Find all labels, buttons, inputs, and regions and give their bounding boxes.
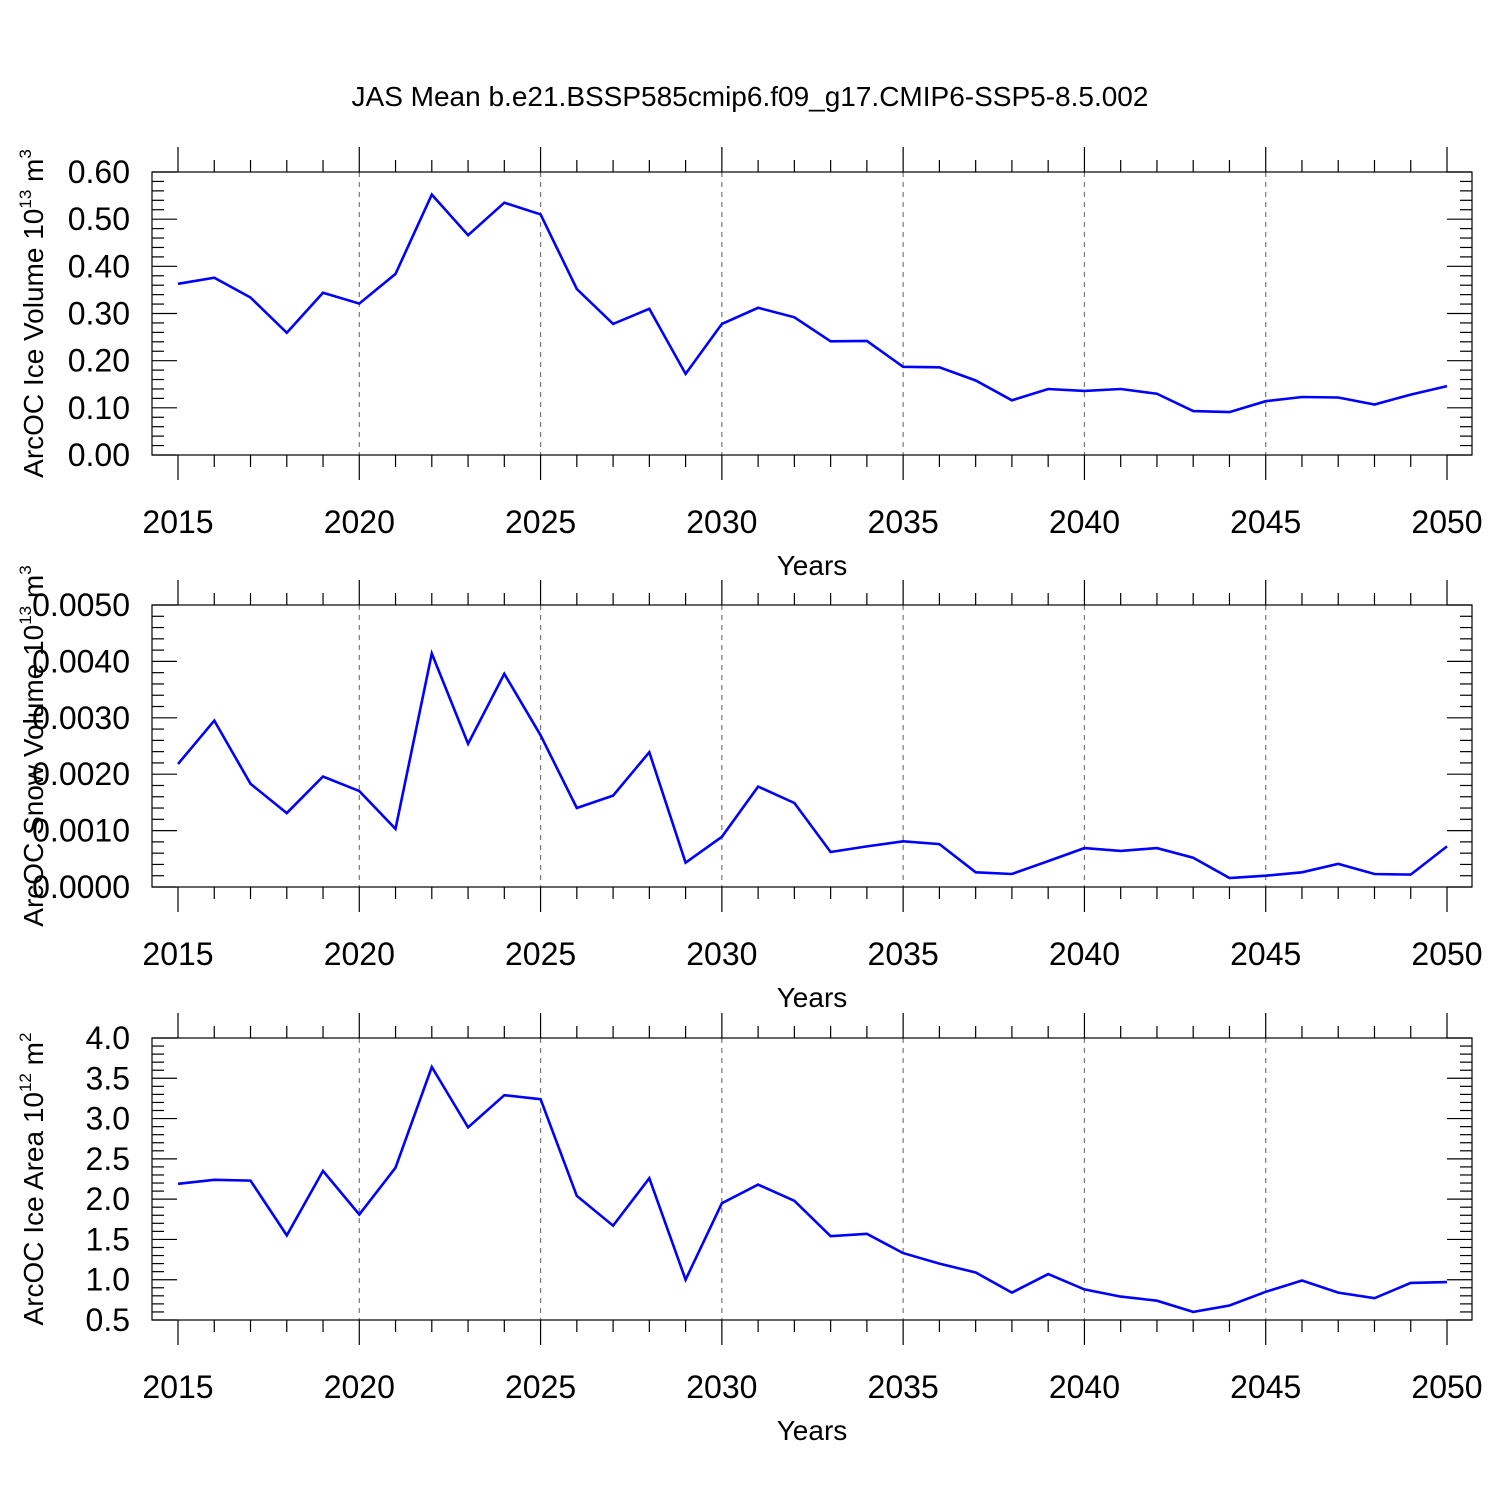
y-tick-label: 0.0020	[32, 756, 130, 792]
y-tick-label: 0.0030	[32, 700, 130, 736]
x-tick-label: 2050	[1411, 1369, 1482, 1405]
x-tick-label: 2030	[686, 936, 757, 972]
x-tick-label: 2025	[505, 504, 576, 540]
y-tick-label: 1.5	[86, 1221, 130, 1257]
plot-frame-2	[151, 604, 1473, 888]
y-axis-label-exp: 13	[16, 606, 35, 625]
y-axis-label-main: ArcOC Snow Volume 10	[18, 625, 49, 927]
y-axis-label-unit: m	[18, 1042, 49, 1073]
y-tick-label: 0.5	[86, 1302, 130, 1338]
figure-title: JAS Mean b.e21.BSSP585cmip6.f09_g17.CMIP…	[352, 81, 1149, 112]
x-tick-label: 2015	[142, 1369, 213, 1405]
y-tick-label: 0.50	[68, 201, 130, 237]
plot-frame-1	[151, 171, 1473, 456]
x-tick-label: 2030	[686, 1369, 757, 1405]
x-tick-label: 2050	[1411, 504, 1482, 540]
y-axis-label-main: ArcOC Ice Area 10	[18, 1092, 49, 1325]
x-tick-label: 2025	[505, 1369, 576, 1405]
y-tick-label: 0.0000	[32, 869, 130, 905]
y-tick-label: 2.0	[86, 1181, 130, 1217]
y-axis-label: ArcOC Snow Volume 1013 m3	[16, 565, 49, 926]
y-tick-label: 1.0	[86, 1262, 130, 1298]
y-axis-label-unit: m	[18, 575, 49, 606]
y-tick-label: 0.20	[68, 343, 130, 379]
x-tick-label: 2020	[324, 1369, 395, 1405]
y-tick-label: 0.60	[68, 154, 130, 190]
y-axis-label: ArcOC Ice Volume 1013 m3	[16, 149, 49, 478]
x-tick-label: 2040	[1049, 936, 1120, 972]
x-tick-label: 2015	[142, 936, 213, 972]
plot-frame-3	[151, 1037, 1473, 1321]
y-axis-label: ArcOC Ice Area 1012 m2	[16, 1033, 49, 1326]
x-tick-label: 2020	[324, 504, 395, 540]
y-tick-label: 0.30	[68, 296, 130, 332]
x-tick-label: 2020	[324, 936, 395, 972]
y-tick-label: 0.0040	[32, 643, 130, 679]
x-tick-label: 2045	[1230, 504, 1301, 540]
y-tick-label: 0.0010	[32, 813, 130, 849]
x-tick-label: 2045	[1230, 1369, 1301, 1405]
series-line-1	[177, 192, 1448, 414]
x-tick-label: 2040	[1049, 504, 1120, 540]
series-line-3	[177, 1063, 1448, 1314]
y-tick-label: 0.10	[68, 390, 130, 426]
x-axis-label: Years	[777, 550, 848, 581]
y-tick-label: 3.0	[86, 1101, 130, 1137]
y-axis-label-main: ArcOC Ice Volume 10	[18, 209, 49, 478]
x-tick-label: 2035	[868, 504, 939, 540]
x-tick-label: 2015	[142, 504, 213, 540]
x-tick-label: 2045	[1230, 936, 1301, 972]
x-tick-label: 2035	[868, 1369, 939, 1405]
x-tick-label: 2025	[505, 936, 576, 972]
x-axis-label: Years	[777, 982, 848, 1013]
series-line-2	[177, 649, 1448, 880]
y-tick-label: 0.40	[68, 248, 130, 284]
y-axis-label-exp: 12	[16, 1073, 35, 1092]
y-axis-label-unit-exp: 2	[16, 1033, 35, 1042]
x-axis-label: Years	[777, 1415, 848, 1446]
x-tick-label: 2030	[686, 504, 757, 540]
y-tick-label: 2.5	[86, 1141, 130, 1177]
x-tick-label: 2050	[1411, 936, 1482, 972]
y-axis-label-unit-exp: 3	[16, 149, 35, 158]
x-tick-label: 2040	[1049, 1369, 1120, 1405]
y-tick-label: 4.0	[86, 1020, 130, 1056]
y-tick-label: 0.00	[68, 437, 130, 473]
y-tick-label: 3.5	[86, 1060, 130, 1096]
x-tick-label: 2035	[868, 936, 939, 972]
y-axis-label-unit: m	[18, 159, 49, 190]
y-tick-label: 0.0050	[32, 587, 130, 623]
y-axis-label-unit-exp: 3	[16, 565, 35, 574]
y-axis-label-exp: 13	[16, 190, 35, 209]
